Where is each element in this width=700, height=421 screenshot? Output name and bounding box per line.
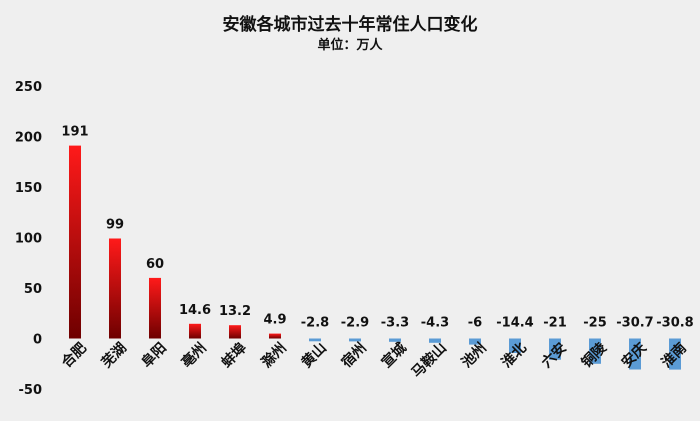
category-label: 黄山: [298, 339, 330, 371]
category-label: 合肥: [58, 339, 90, 371]
y-axis: 250 200 150 100 50 0 -50: [15, 80, 42, 398]
bars: [69, 145, 681, 370]
bar: [509, 338, 521, 353]
bar: [309, 338, 321, 342]
category-label: 池州: [458, 339, 490, 371]
y-tick-label: 0: [33, 333, 42, 348]
data-label: 99: [106, 218, 124, 233]
y-tick-label: -50: [19, 383, 43, 398]
bar: [269, 333, 281, 339]
category-label: 铜陵: [578, 339, 611, 372]
data-label: -2.8: [301, 316, 329, 331]
category-label: 安庆: [618, 339, 650, 371]
data-label: -14.4: [496, 316, 533, 331]
data-label: -2.9: [341, 316, 369, 331]
y-tick-label: 50: [24, 282, 42, 297]
data-label: -30.7: [616, 316, 653, 331]
y-tick-label: 100: [15, 232, 42, 247]
category-label: 宿州: [338, 339, 370, 371]
data-label: -25: [583, 316, 607, 331]
data-label: -4.3: [421, 316, 449, 331]
data-label: -6: [468, 316, 482, 331]
bar: [469, 338, 481, 345]
data-label: 14.6: [179, 303, 211, 318]
category-label: 亳州: [178, 339, 210, 371]
data-label: -3.3: [381, 316, 409, 331]
category-label: 芜湖: [98, 339, 130, 371]
category-label: 滁州: [258, 339, 290, 371]
bar: [149, 277, 161, 339]
data-label: 60: [146, 257, 164, 272]
bar: [629, 338, 641, 370]
category-label: 淮南: [658, 339, 690, 371]
chart-subtitle: 单位：万人: [317, 38, 383, 53]
bar: [229, 325, 241, 339]
category-label: 马鞍山: [408, 339, 450, 381]
bar: [549, 338, 561, 360]
bar: [389, 338, 401, 342]
data-label: -30.8: [656, 316, 693, 331]
category-label: 六安: [538, 339, 570, 371]
data-label: 13.2: [219, 304, 251, 319]
bar: [189, 323, 201, 339]
y-tick-label: 150: [15, 181, 42, 196]
data-label: -21: [543, 316, 567, 331]
data-label: 4.9: [263, 313, 286, 328]
category-label: 淮北: [498, 339, 530, 371]
y-tick-label: 200: [15, 131, 42, 146]
data-labels: 191 99 60 14.6 13.2 4.9 -2.8 -2.9 -3.3 -4.3 -6 -14.…: [61, 125, 693, 331]
y-tick-label: 250: [15, 80, 42, 95]
bar: [669, 338, 681, 370]
category-label: 宣城: [378, 339, 410, 371]
category-label: 阜阳: [138, 339, 170, 371]
bar: [109, 238, 121, 339]
bar: [589, 338, 601, 364]
bar: [69, 145, 81, 339]
chart-title: 安徽各城市过去十年常住人口变化: [222, 15, 478, 35]
bar: [429, 338, 441, 343]
bar: [349, 338, 361, 342]
category-label: 蚌埠: [218, 339, 250, 371]
data-label: 191: [61, 125, 88, 140]
